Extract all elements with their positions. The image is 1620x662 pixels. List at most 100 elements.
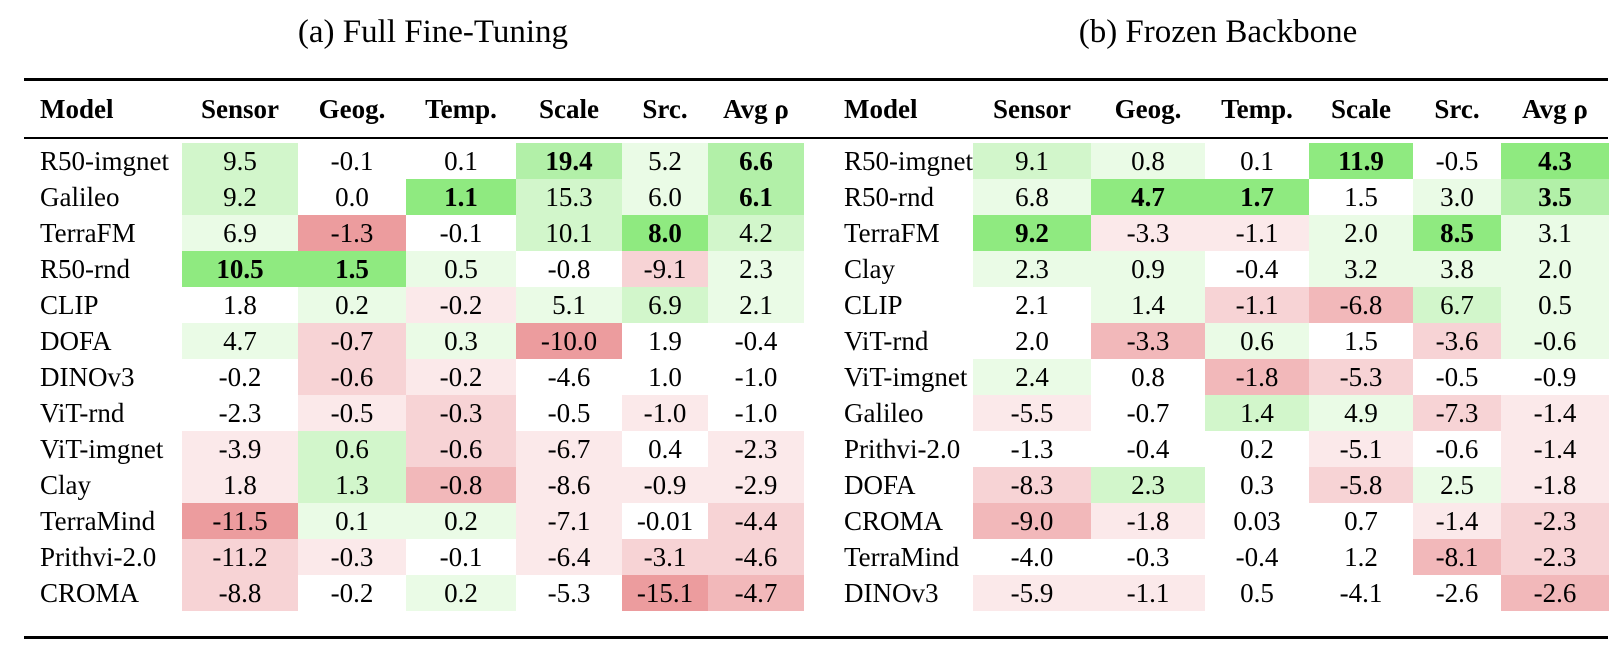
table-row: CLIP 2.1 1.4 -1.1 -6.8 6.7 0.5 xyxy=(828,287,1609,323)
table-row: Clay 2.3 0.9 -0.4 3.2 3.8 2.0 xyxy=(828,251,1609,287)
avg-rho-cell: 4.3 xyxy=(1501,143,1609,179)
table-row: CROMA -9.0 -1.8 0.03 0.7 -1.4 -2.3 xyxy=(828,503,1609,539)
src-cell: 6.7 xyxy=(1413,287,1501,323)
geog-cell: -0.7 xyxy=(1126,398,1170,428)
scale-cell: -5.3 xyxy=(1309,359,1413,395)
model-name-cell: ViT-imgnet xyxy=(844,362,968,392)
src-cell: 8.0 xyxy=(622,215,708,251)
model-name-cell: TerraFM xyxy=(40,218,136,248)
table-row: DINOv3 -0.2 -0.6 -0.2 -4.6 1.0 -1.0 xyxy=(24,359,804,395)
model-name-cell: Clay xyxy=(40,470,91,500)
sensor-cell: -5.9 xyxy=(973,575,1091,611)
sensor-cell: -2.3 xyxy=(218,398,262,428)
sensor-cell: 2.1 xyxy=(1015,290,1049,320)
temp-cell: 0.2 xyxy=(406,575,516,611)
avg-rho-cell: 0.5 xyxy=(1501,287,1609,323)
src-cell: 3.8 xyxy=(1413,251,1501,287)
sensor-cell: 1.8 xyxy=(223,290,257,320)
scale-cell: -4.6 xyxy=(547,362,591,392)
table-row: R50-imgnet 9.1 0.8 0.1 11.9 -0.5 4.3 xyxy=(828,143,1609,179)
geog-cell: -3.3 xyxy=(1091,323,1205,359)
full-fine-tuning-table: Model Sensor Geog. Temp. Scale Src. Avg … xyxy=(24,86,804,611)
geog-cell: 0.8 xyxy=(1091,143,1205,179)
geog-cell: -0.3 xyxy=(298,539,406,575)
avg-rho-cell: 3.1 xyxy=(1501,215,1609,251)
avg-rho-cell: -2.3 xyxy=(708,431,804,467)
avg-rho-cell: 4.2 xyxy=(708,215,804,251)
src-cell: -15.1 xyxy=(622,575,708,611)
avg-rho-cell: -2.9 xyxy=(708,467,804,503)
src-cell: -3.6 xyxy=(1413,323,1501,359)
column-header-src: Src. xyxy=(1434,93,1480,124)
avg-rho-cell: -1.4 xyxy=(1501,431,1609,467)
temp-cell: -0.2 xyxy=(406,287,516,323)
model-name-cell: R50-rnd xyxy=(844,182,934,212)
scale-cell: -5.8 xyxy=(1309,467,1413,503)
model-name-cell: Galileo xyxy=(40,182,120,212)
header-row: Model Sensor Geog. Temp. Scale Src. Avg … xyxy=(828,86,1609,132)
src-cell: 1.0 xyxy=(648,362,682,392)
src-cell: -0.01 xyxy=(636,506,694,536)
geog-cell: 0.6 xyxy=(298,431,406,467)
src-cell: 6.0 xyxy=(622,179,708,215)
src-cell: -3.1 xyxy=(622,539,708,575)
src-cell: -0.5 xyxy=(1435,146,1479,176)
src-cell: 0.4 xyxy=(648,434,682,464)
table-row: R50-imgnet 9.5 -0.1 0.1 19.4 5.2 6.6 xyxy=(24,143,804,179)
temp-cell: -1.1 xyxy=(1205,287,1309,323)
geog-cell: -1.3 xyxy=(298,215,406,251)
src-cell: -2.6 xyxy=(1435,578,1479,608)
geog-cell: -0.1 xyxy=(330,146,374,176)
sensor-cell: -9.0 xyxy=(973,503,1091,539)
table-row: ViT-rnd -2.3 -0.5 -0.3 -0.5 -1.0 -1.0 xyxy=(24,395,804,431)
geog-cell: 0.8 xyxy=(1131,362,1165,392)
temp-cell: 0.3 xyxy=(406,323,516,359)
table-row: DOFA 4.7 -0.7 0.3 -10.0 1.9 -0.4 xyxy=(24,323,804,359)
geog-cell: 1.4 xyxy=(1091,287,1205,323)
table-row: Prithvi-2.0 -11.2 -0.3 -0.1 -6.4 -3.1 -4.6 xyxy=(24,539,804,575)
model-name-cell: TerraMind xyxy=(844,542,960,572)
geog-cell: -0.7 xyxy=(298,323,406,359)
temp-cell: 0.2 xyxy=(406,503,516,539)
sensor-cell: -3.9 xyxy=(182,431,298,467)
caption-full-fine-tuning: (a) Full Fine-Tuning xyxy=(297,14,569,50)
src-cell: -0.5 xyxy=(1435,362,1479,392)
sensor-cell: -4.0 xyxy=(1010,542,1054,572)
temp-cell: 0.03 xyxy=(1233,506,1281,536)
avg-rho-cell: -0.9 xyxy=(1533,362,1577,392)
temp-cell: 1.7 xyxy=(1205,179,1309,215)
temp-cell: -1.8 xyxy=(1205,359,1309,395)
sensor-cell: 4.7 xyxy=(182,323,298,359)
avg-rho-cell: -1.4 xyxy=(1501,395,1609,431)
column-header-scale: Scale xyxy=(539,93,599,124)
avg-rho-cell: -0.4 xyxy=(734,326,778,356)
src-cell: -7.3 xyxy=(1413,395,1501,431)
spacer-cell xyxy=(828,132,1609,143)
avg-rho-cell: -2.6 xyxy=(1501,575,1609,611)
scale-cell: -8.6 xyxy=(516,467,622,503)
sensor-cell: -11.2 xyxy=(182,539,298,575)
avg-rho-cell: 6.1 xyxy=(708,179,804,215)
sensor-cell: 9.5 xyxy=(182,143,298,179)
sensor-cell: -11.5 xyxy=(182,503,298,539)
temp-cell: 0.3 xyxy=(1240,470,1274,500)
temp-cell: 1.1 xyxy=(406,179,516,215)
column-header-geog: Geog. xyxy=(318,93,386,124)
geog-cell: -0.3 xyxy=(1126,542,1170,572)
geog-cell: -1.1 xyxy=(1091,575,1205,611)
caption-frozen-backbone: (b) Frozen Backbone xyxy=(1078,14,1358,50)
column-header-temp: Temp. xyxy=(425,93,497,124)
column-header-scale: Scale xyxy=(1331,93,1391,124)
temp-cell: 0.6 xyxy=(1205,323,1309,359)
avg-rho-cell: -1.0 xyxy=(734,362,778,392)
scale-cell: -0.8 xyxy=(547,254,591,284)
frozen-backbone-table: Model Sensor Geog. Temp. Scale Src. Avg … xyxy=(828,86,1609,611)
table-row: Galileo 9.2 0.0 1.1 15.3 6.0 6.1 xyxy=(24,179,804,215)
model-name-cell: DINOv3 xyxy=(844,578,939,608)
sensor-cell: -8.8 xyxy=(182,575,298,611)
avg-rho-cell: -2.3 xyxy=(1501,503,1609,539)
scale-cell: -7.1 xyxy=(516,503,622,539)
sensor-cell: 6.8 xyxy=(973,179,1091,215)
src-cell: -1.4 xyxy=(1413,503,1501,539)
model-name-cell: CROMA xyxy=(844,506,944,536)
